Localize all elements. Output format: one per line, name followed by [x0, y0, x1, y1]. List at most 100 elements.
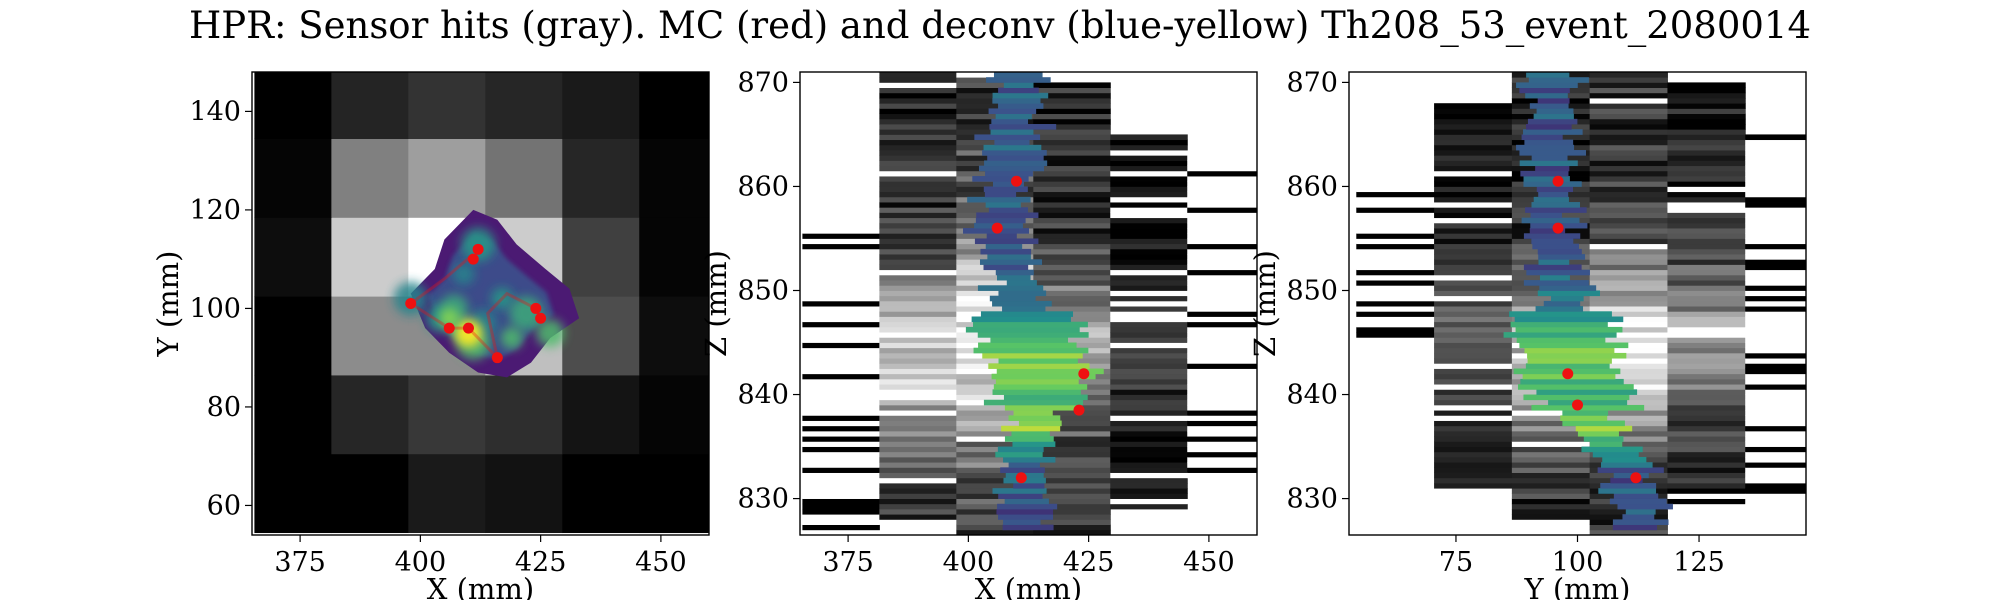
sensor-slice	[1667, 306, 1746, 312]
mc-track	[409, 253, 475, 305]
sensor-cell	[562, 72, 640, 139]
deconv-slice	[1525, 207, 1587, 213]
sensor-slice	[1356, 321, 1435, 328]
x-tick-label: 450	[1183, 547, 1235, 578]
sensor-slice	[1667, 472, 1746, 479]
sensor-slice	[802, 482, 880, 489]
sensor-slice	[1187, 332, 1257, 338]
sensor-slice	[1434, 176, 1513, 182]
deconv-slice	[997, 503, 1058, 510]
sensor-slice	[1434, 306, 1513, 312]
sensor-slice	[1745, 420, 1806, 427]
deconv-slice	[993, 384, 1088, 390]
sensor-slice	[802, 514, 880, 520]
sensor-slice	[1667, 108, 1746, 115]
deconv-slice	[1527, 358, 1612, 364]
sensor-slice	[956, 415, 1034, 421]
sensor-slice	[1745, 332, 1806, 338]
sensor-slice	[1033, 181, 1111, 187]
sensor-slice	[1745, 196, 1806, 203]
sensor-slice	[1511, 488, 1591, 494]
deconv-slice	[1525, 363, 1610, 369]
sensor-slice	[1745, 493, 1806, 499]
deconv-slice	[996, 508, 1054, 515]
sensor-slice	[1033, 113, 1111, 120]
y-tick-label: 860	[1286, 171, 1338, 202]
sensor-slice	[1110, 160, 1188, 167]
deconv-slice	[1523, 181, 1582, 187]
sensor-slice	[879, 384, 957, 390]
sensor-slice	[1667, 441, 1746, 447]
sensor-slice	[1434, 118, 1513, 125]
sensor-slice	[1434, 160, 1513, 167]
sensor-slice	[1667, 446, 1746, 453]
sensor-slice	[1110, 139, 1188, 146]
sensor-slice	[1434, 264, 1513, 271]
sensor-slice	[1589, 311, 1668, 317]
sensor-slice	[1745, 378, 1806, 385]
sensor-slice	[1434, 420, 1513, 427]
y-tick-label: 80	[207, 392, 241, 423]
sensor-slice	[1110, 446, 1188, 453]
sensor-slice	[1667, 482, 1746, 489]
sensor-slice	[1110, 493, 1188, 499]
deconv-slice	[1008, 462, 1040, 468]
sensor-slice	[956, 280, 1034, 286]
deconv-slice	[1523, 233, 1581, 239]
mc-point	[1562, 368, 1574, 380]
sensor-slice	[1187, 378, 1257, 385]
sensor-slice	[1589, 290, 1668, 297]
sensor-slice	[1511, 477, 1591, 484]
sensor-slice	[1187, 342, 1257, 349]
sensor-slice	[1589, 436, 1668, 442]
sensor-slice	[802, 415, 880, 421]
sensor-slice	[1745, 222, 1806, 229]
deconv-slice	[995, 451, 1043, 458]
sensor-slice	[1033, 170, 1111, 177]
sensor-slice	[1110, 389, 1188, 395]
sensor-slice	[1745, 316, 1806, 323]
sensor-cell	[562, 374, 640, 455]
sensor-slice	[879, 103, 957, 109]
sensor-slice	[1511, 295, 1591, 302]
sensor-slice	[802, 498, 880, 505]
sensor-slice	[1667, 212, 1746, 219]
sensor-slice	[1745, 233, 1806, 239]
deconv-slice	[996, 368, 1104, 375]
sensor-slice	[1667, 384, 1746, 390]
figure-title: HPR: Sensor hits (gray). MC (red) and de…	[189, 4, 1811, 47]
sensor-slice	[879, 155, 957, 161]
deconv-slice	[1003, 456, 1056, 463]
sensor-slice	[1110, 456, 1188, 463]
sensor-slice	[956, 493, 1034, 499]
sensor-slice	[956, 404, 1034, 411]
mc-point	[467, 253, 479, 265]
sensor-slice	[1667, 207, 1746, 213]
sensor-slice	[1511, 472, 1591, 479]
sensor-slice	[1589, 316, 1668, 323]
sensor-slice	[1667, 139, 1746, 146]
deconv-slice	[1521, 217, 1580, 224]
sensor-slice	[1434, 352, 1513, 359]
sensor-slice	[1589, 217, 1668, 224]
sensor-slice	[1667, 202, 1746, 208]
deconv-slice	[992, 92, 1049, 99]
sensor-slice	[802, 306, 880, 312]
deconv-slice	[983, 264, 1029, 271]
sensor-slice	[1110, 342, 1188, 349]
sensor-cell	[408, 374, 486, 455]
sensor-slice	[1511, 446, 1591, 453]
deconv-slice	[967, 196, 1031, 203]
sensor-slice	[1033, 300, 1111, 307]
sensor-slice	[879, 389, 957, 395]
sensor-slice	[1745, 295, 1806, 302]
deconv-slice	[1592, 451, 1639, 458]
sensor-slice	[1187, 269, 1257, 276]
sensor-slice	[802, 519, 880, 525]
sensor-slice	[1187, 228, 1257, 234]
sensor-slice	[1356, 269, 1435, 276]
x-tick-label: 400	[943, 547, 995, 578]
panel-xy: 375 400 425 450 60 80 100 120 140 X (mm) Y (mm)	[151, 71, 710, 600]
sensor-slice	[956, 394, 1034, 401]
sensor-slice	[1667, 238, 1746, 245]
